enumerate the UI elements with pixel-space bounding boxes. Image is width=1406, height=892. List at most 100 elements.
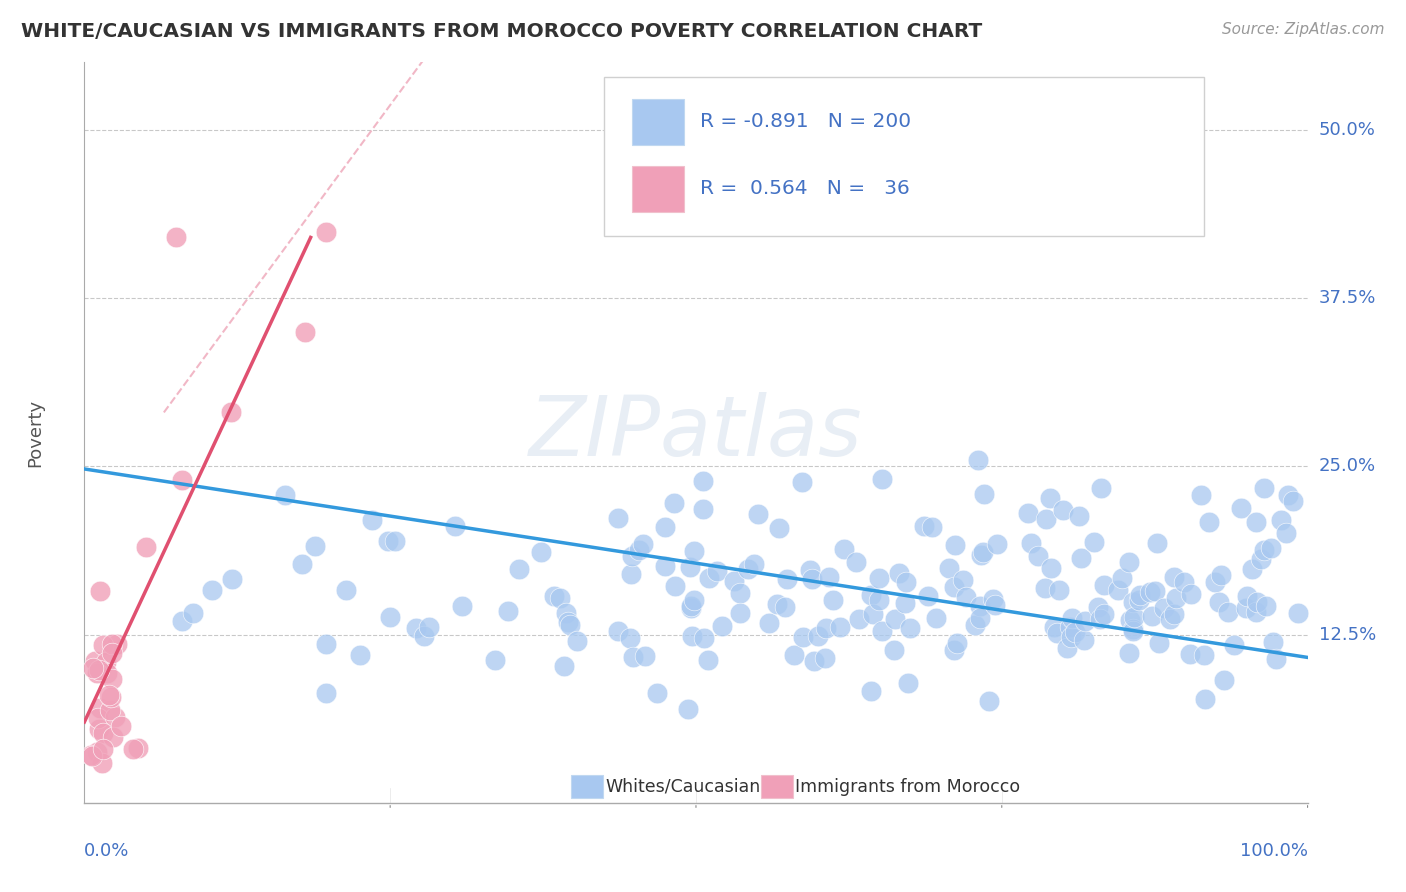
Point <box>1033 581 1056 595</box>
Point <box>98 703 121 717</box>
Point <box>413 629 436 643</box>
Point <box>823 593 845 607</box>
Point <box>868 593 890 607</box>
Point <box>1260 541 1282 556</box>
Point <box>696 653 718 667</box>
Point <box>917 589 939 603</box>
Point <box>1026 549 1049 564</box>
Point <box>897 675 920 690</box>
Point <box>1122 595 1144 609</box>
Point <box>845 555 868 569</box>
Point <box>1043 620 1066 634</box>
Point <box>912 519 935 533</box>
Point <box>221 572 243 586</box>
Point <box>898 621 921 635</box>
Point <box>681 630 703 644</box>
Point <box>1180 587 1202 601</box>
Point <box>1263 635 1285 649</box>
Point <box>97 688 120 702</box>
Point <box>924 611 946 625</box>
Point <box>870 624 893 639</box>
Text: 25.0%: 25.0% <box>1319 458 1376 475</box>
Point <box>728 606 751 620</box>
Point <box>619 631 641 645</box>
Point <box>1067 509 1090 524</box>
Point <box>1045 625 1067 640</box>
Point <box>274 488 297 502</box>
Point <box>384 534 406 549</box>
Point <box>294 325 316 339</box>
Point <box>89 663 111 677</box>
Point <box>692 475 714 489</box>
Point <box>378 609 401 624</box>
Text: 0.0%: 0.0% <box>84 842 129 860</box>
Point <box>631 537 654 551</box>
Point <box>621 549 644 563</box>
Point <box>1240 562 1263 576</box>
Point <box>633 649 655 664</box>
Point <box>1270 513 1292 527</box>
Point <box>792 630 814 644</box>
Point <box>1039 491 1062 505</box>
Point <box>1122 610 1144 624</box>
Point <box>1074 615 1097 629</box>
Point <box>972 544 994 558</box>
Point <box>1164 591 1187 605</box>
Point <box>1119 613 1142 627</box>
Point <box>1090 481 1112 495</box>
Point <box>508 562 530 576</box>
Point <box>815 621 838 635</box>
Point <box>973 487 995 501</box>
Point <box>89 583 111 598</box>
Point <box>979 694 1001 708</box>
Point <box>868 571 890 585</box>
Point <box>654 519 676 533</box>
Point <box>122 742 145 756</box>
Point <box>101 672 124 686</box>
Point <box>654 558 676 573</box>
Point <box>1265 652 1288 666</box>
Point <box>830 620 852 634</box>
Point <box>679 559 702 574</box>
Point <box>645 686 668 700</box>
Point <box>1173 574 1195 589</box>
Point <box>104 710 127 724</box>
Point <box>84 654 107 668</box>
Point <box>377 534 399 549</box>
Text: Immigrants from Morocco: Immigrants from Morocco <box>794 778 1021 796</box>
Point <box>1250 551 1272 566</box>
Point <box>1236 589 1258 603</box>
Point <box>862 607 884 621</box>
Point <box>1035 512 1057 526</box>
Point <box>693 632 716 646</box>
Point <box>1253 543 1275 558</box>
Point <box>1230 501 1253 516</box>
Point <box>620 566 643 581</box>
Point <box>110 719 132 733</box>
Point <box>883 643 905 657</box>
Point <box>737 562 759 576</box>
Point <box>87 711 110 725</box>
Point <box>100 637 122 651</box>
Point <box>1060 630 1083 644</box>
Point <box>1140 608 1163 623</box>
Point <box>1275 525 1298 540</box>
Point <box>1092 607 1115 622</box>
Text: 100.0%: 100.0% <box>1240 842 1308 860</box>
Point <box>967 453 990 467</box>
Point <box>553 659 575 673</box>
Point <box>1244 515 1267 529</box>
Point <box>946 636 969 650</box>
Point <box>127 741 149 756</box>
Point <box>1122 624 1144 639</box>
Point <box>766 597 789 611</box>
Text: WHITE/CAUCASIAN VS IMMIGRANTS FROM MOROCCO POVERTY CORRELATION CHART: WHITE/CAUCASIAN VS IMMIGRANTS FROM MOROC… <box>21 22 983 41</box>
FancyBboxPatch shape <box>571 774 603 798</box>
Point <box>1019 536 1042 550</box>
Point <box>1070 550 1092 565</box>
Point <box>1277 488 1299 502</box>
Point <box>315 225 337 239</box>
Point <box>1194 692 1216 706</box>
Point <box>711 619 734 633</box>
Point <box>1223 638 1246 652</box>
